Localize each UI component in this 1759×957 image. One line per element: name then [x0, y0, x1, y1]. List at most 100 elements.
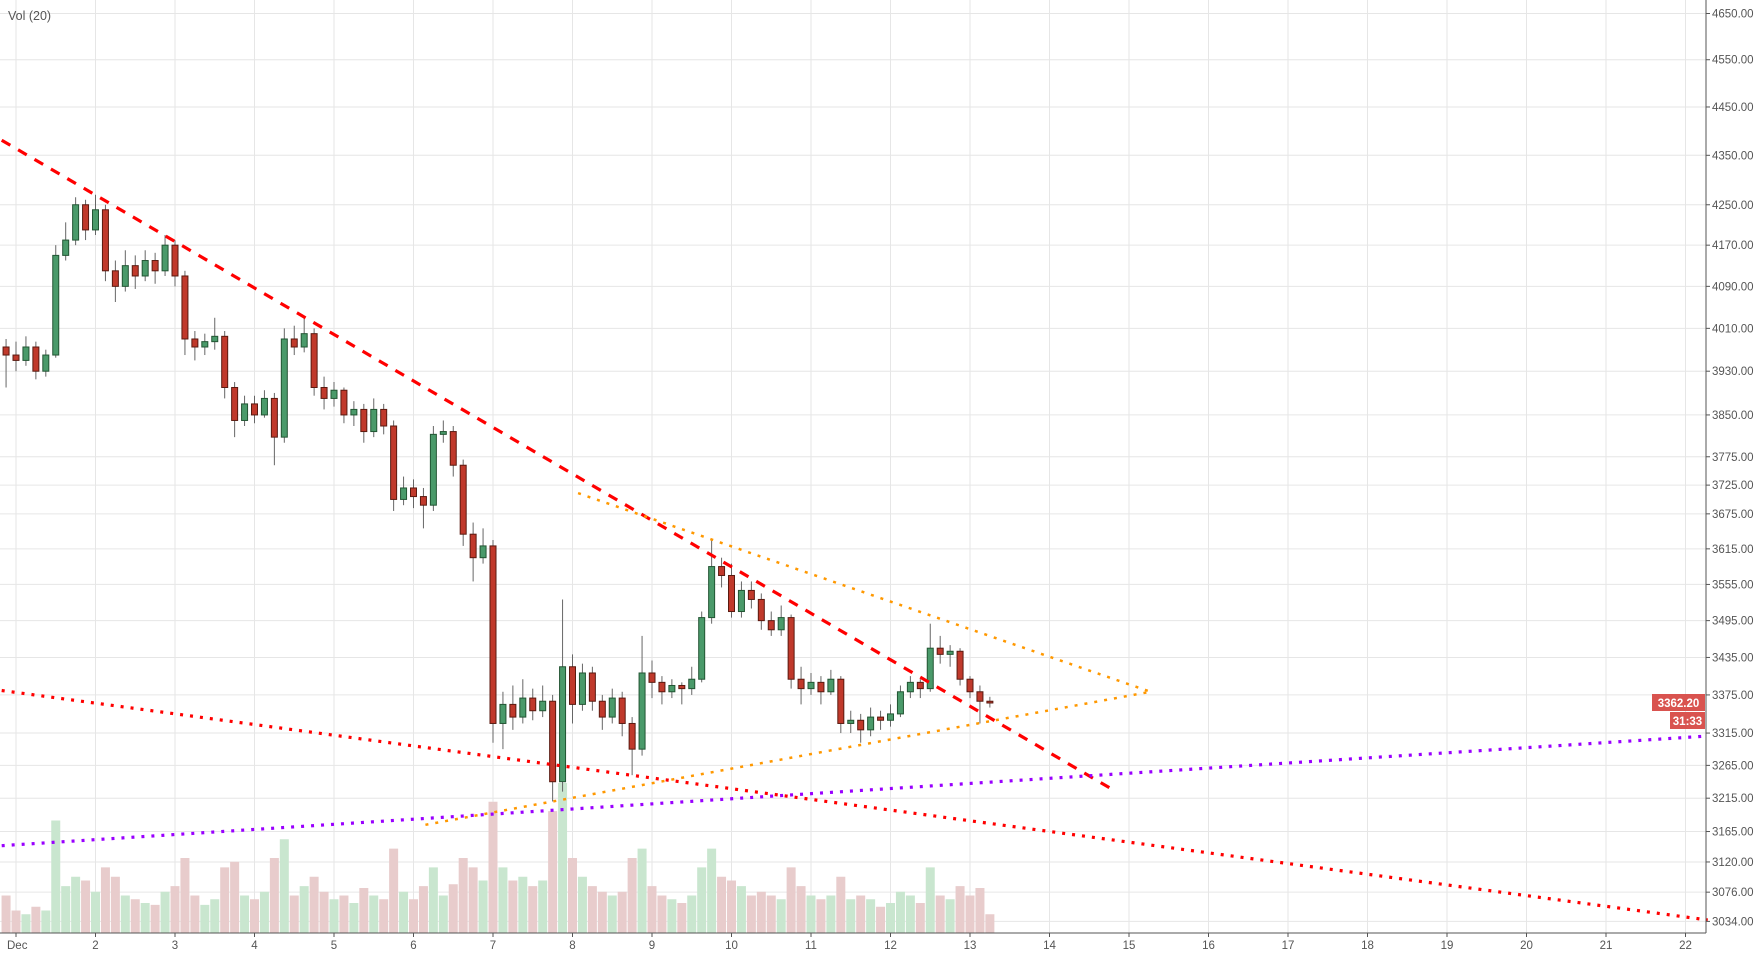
date-tick-label: 22	[1679, 940, 1692, 952]
volume-bar	[220, 867, 230, 933]
candle-up	[42, 354, 50, 372]
candle-down	[2, 346, 10, 356]
candle-up	[777, 617, 785, 631]
volume-bar	[895, 891, 905, 933]
volume-indicator-label[interactable]: Vol (20)	[8, 9, 52, 23]
candle-down	[340, 389, 348, 416]
volume-bar	[905, 895, 915, 933]
candle-up	[72, 204, 80, 241]
candle-up	[539, 700, 547, 712]
candle-down	[131, 265, 139, 277]
volume-bar	[359, 888, 369, 933]
trendline[interactable]	[1, 734, 1704, 848]
price-tick-label: 4450.00	[1712, 102, 1754, 114]
candle-down	[360, 408, 368, 433]
last-price-marker: 3362.20 31:33	[1652, 694, 1705, 729]
candle-down	[658, 681, 666, 693]
candle-down	[449, 431, 457, 466]
trendline[interactable]	[0, 138, 1113, 791]
candle-down	[101, 209, 109, 272]
trendline[interactable]	[425, 690, 1151, 827]
price-tick-label: 3120.00	[1712, 857, 1754, 869]
volume-bar	[796, 886, 806, 933]
volume-bar	[160, 891, 170, 933]
volume-bar	[846, 899, 856, 933]
price-tick-label: 4090.00	[1712, 281, 1754, 293]
price-tick-label: 4250.00	[1712, 200, 1754, 212]
volume-bar	[945, 899, 955, 933]
volume-bar	[250, 899, 259, 933]
volume-bar	[200, 904, 210, 933]
volume-bar	[975, 888, 985, 933]
candle-up	[668, 684, 676, 693]
candle-down	[469, 533, 477, 559]
volume-bar	[528, 886, 538, 933]
volume-bar	[776, 899, 786, 933]
candle-down	[797, 678, 805, 690]
countdown-badge	[1670, 712, 1705, 729]
volume-bar	[508, 880, 518, 933]
volume-bar	[866, 899, 876, 933]
candle-down	[787, 617, 795, 680]
price-tick-label: 3435.00	[1712, 652, 1754, 664]
candle-up	[896, 691, 904, 715]
date-tick-label: 21	[1600, 940, 1613, 952]
price-tick-label: 4170.00	[1712, 240, 1754, 252]
candle-down	[459, 464, 467, 535]
volume-bar	[985, 914, 995, 933]
candle-down	[747, 589, 755, 600]
volume-bar	[886, 903, 895, 933]
volume-bar	[915, 903, 925, 933]
trendlines[interactable]	[0, 138, 1708, 922]
candle-up	[926, 647, 934, 690]
candle-up	[479, 545, 487, 559]
candle-down	[12, 354, 20, 361]
volume-bar	[925, 867, 935, 933]
candle-up	[708, 566, 716, 619]
volume-bar	[856, 895, 866, 933]
volume-bar	[766, 895, 776, 933]
volume-bar	[478, 880, 488, 933]
volume-bar	[11, 910, 21, 933]
candle-up	[141, 260, 149, 277]
price-tick-label: 3375.00	[1712, 690, 1754, 702]
countdown-label: 31:33	[1673, 716, 1702, 728]
volume-bar	[289, 895, 299, 933]
volume-bar	[935, 895, 945, 933]
candle-up	[161, 244, 169, 272]
price-tick-label: 4350.00	[1712, 150, 1754, 162]
candle-up	[22, 346, 30, 361]
candle-down	[111, 270, 119, 287]
price-tick-label: 4550.00	[1712, 55, 1754, 67]
candle-down	[817, 681, 825, 693]
price-tick-label: 3615.00	[1712, 544, 1754, 556]
volume-bar	[91, 891, 100, 933]
date-tick-label: 6	[410, 940, 416, 952]
trendline[interactable]	[577, 491, 1151, 693]
volume-bar	[240, 895, 250, 933]
date-tick-label: 10	[725, 940, 738, 952]
volume-bar	[607, 895, 617, 933]
volume-bar	[816, 899, 826, 933]
price-axis[interactable]: 4650.00 4550.00 4450.00 4350.00 4250.00 4170.…	[1706, 9, 1754, 929]
volume-bar	[130, 899, 140, 933]
price-tick-label: 3555.00	[1712, 579, 1754, 591]
candle-up	[608, 697, 616, 718]
candle-up	[906, 681, 914, 693]
candle-down	[151, 260, 159, 272]
candle-up	[429, 433, 437, 506]
time-axis[interactable]: Dec 2 3 4 5 6 7 8 9 10 11 12 13 14 15 16 17 18 19 20 21 22	[7, 933, 1692, 952]
date-tick-label: 14	[1043, 940, 1056, 952]
price-tick-label: 3930.00	[1712, 366, 1754, 378]
volume-bar	[587, 886, 597, 933]
candle-up	[578, 672, 586, 705]
price-tick-label: 3265.00	[1712, 760, 1754, 772]
trendline[interactable]	[1, 688, 1708, 922]
price-tick-label: 3034.00	[1712, 916, 1754, 928]
candle-up	[241, 403, 249, 421]
volume-bar	[577, 876, 587, 933]
volume-bar	[637, 848, 647, 933]
volume-bar	[269, 858, 279, 933]
